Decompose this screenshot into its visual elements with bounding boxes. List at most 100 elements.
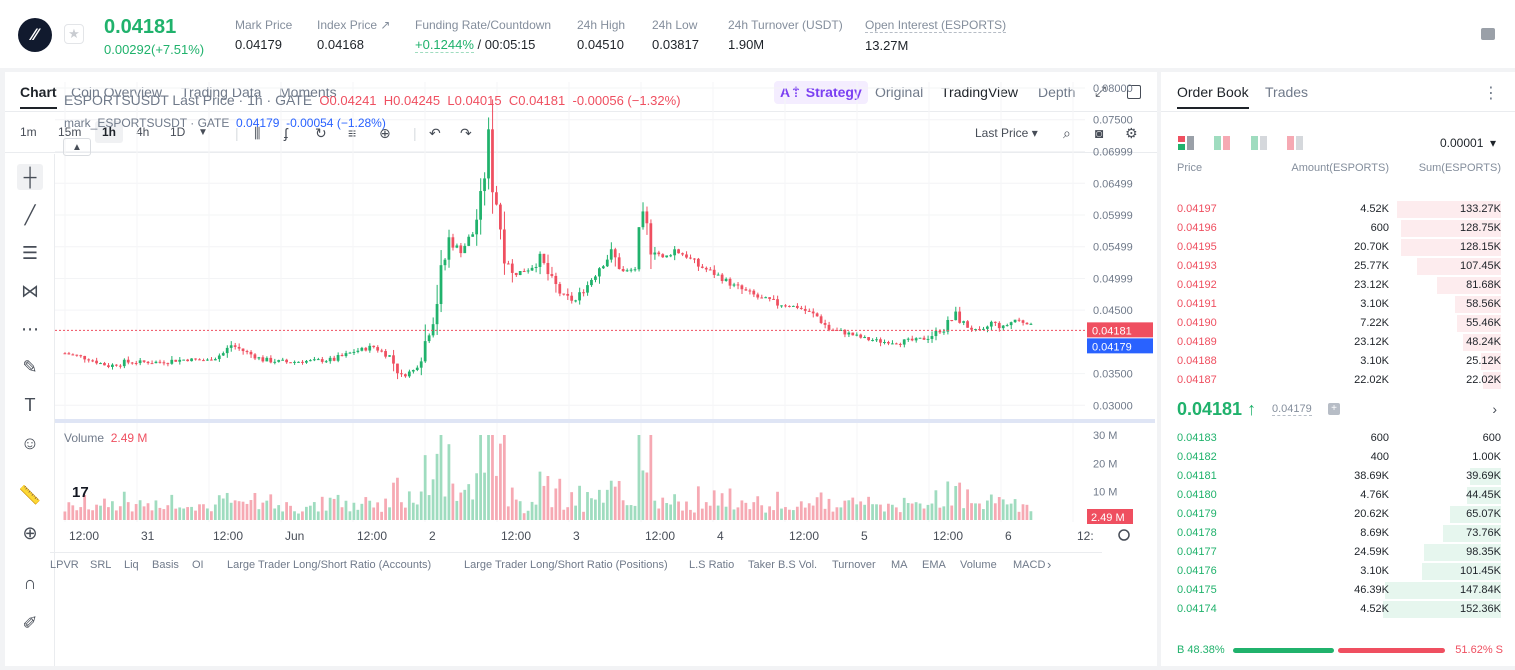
tab-trades[interactable]: Trades bbox=[1265, 84, 1309, 100]
indicator-tab[interactable]: Basis bbox=[152, 559, 179, 571]
more-icon[interactable]: ⋮ bbox=[1483, 85, 1499, 102]
chevron-right-icon[interactable]: › bbox=[1492, 401, 1497, 417]
redo-icon[interactable]: ↷ bbox=[460, 125, 472, 141]
layout-bids-icon[interactable] bbox=[1251, 136, 1267, 150]
bid-row[interactable]: 0.04179 20.62K 65.07K bbox=[1161, 505, 1515, 524]
indicator-tab[interactable]: Turnover bbox=[832, 559, 876, 571]
indicator-tab[interactable]: SRL bbox=[90, 559, 112, 571]
indicator-tab[interactable]: Liq bbox=[124, 559, 139, 571]
bid-row[interactable]: 0.04174 4.52K 152.36K bbox=[1161, 600, 1515, 619]
favorite-star-icon[interactable]: ★ bbox=[64, 24, 84, 44]
bid-row[interactable]: 0.04181 38.69K 39.69K bbox=[1161, 467, 1515, 486]
indicator-tab[interactable]: OI bbox=[192, 559, 204, 571]
price-type-select[interactable]: Last Price ▾ bbox=[975, 126, 1038, 140]
candle bbox=[130, 362, 134, 364]
crosshair-icon[interactable]: ┼ bbox=[17, 164, 43, 190]
indicator-tab[interactable]: MACD bbox=[1013, 559, 1046, 571]
ask-row[interactable]: 0.04189 23.12K 48.24K bbox=[1161, 333, 1515, 352]
stat-label[interactable]: Index Price ↗ bbox=[317, 18, 391, 32]
candle bbox=[1009, 322, 1013, 326]
camera-icon[interactable]: ◙ bbox=[1095, 125, 1104, 141]
eraser-icon[interactable]: ✐ bbox=[22, 612, 38, 633]
ask-row[interactable]: 0.04190 7.22K 55.46K bbox=[1161, 314, 1515, 333]
buy-ratio: B 48.38% bbox=[1177, 644, 1225, 656]
bid-row[interactable]: 0.04178 8.69K 73.76K bbox=[1161, 524, 1515, 543]
timeframe-1d[interactable]: 1D bbox=[170, 125, 186, 139]
indicator-tab[interactable]: Taker B.S Vol. bbox=[748, 559, 818, 571]
search-icon[interactable]: ⌕ bbox=[1063, 125, 1071, 141]
volume-bar bbox=[162, 509, 166, 520]
horizontal-lines-icon[interactable]: ☰ bbox=[21, 242, 39, 263]
layout-both-icon[interactable] bbox=[1178, 136, 1194, 150]
indicators-icon[interactable]: ʄ bbox=[284, 125, 288, 141]
precision-select[interactable]: 0.00001 ▾ bbox=[1440, 136, 1497, 150]
ask-row[interactable]: 0.04187 22.02K 22.02K bbox=[1161, 371, 1515, 390]
order-book-panel: Order Book Trades ⋮ 0.00001 ▾ Price Amou… bbox=[1161, 72, 1515, 666]
timeframe-1h[interactable]: 1h bbox=[95, 121, 124, 143]
layout-asks-icon[interactable] bbox=[1287, 136, 1303, 150]
bid-row[interactable]: 0.04180 4.76K 44.45K bbox=[1161, 486, 1515, 505]
bid-row[interactable]: 0.04182 400 1.00K bbox=[1161, 448, 1515, 467]
bid-row[interactable]: 0.04175 46.39K 147.84K bbox=[1161, 581, 1515, 600]
fib-icon[interactable]: ⋯ bbox=[21, 318, 39, 339]
undo-icon[interactable]: ↶ bbox=[429, 125, 441, 141]
ask-row[interactable]: 0.04195 20.70K 128.15K bbox=[1161, 238, 1515, 257]
collapse-legend-button[interactable]: ▲ bbox=[63, 138, 91, 156]
candle bbox=[609, 249, 613, 260]
timeframe-1m[interactable]: 1m bbox=[20, 125, 37, 139]
book-icon[interactable] bbox=[1481, 28, 1495, 40]
indicator-tab[interactable]: Volume bbox=[960, 559, 997, 571]
volume-bar bbox=[938, 507, 942, 520]
bid-row[interactable]: 0.04176 3.10K 101.45K bbox=[1161, 562, 1515, 581]
volume-bar bbox=[384, 498, 387, 520]
trendline-icon[interactable]: ╱ bbox=[24, 204, 36, 225]
ask-row[interactable]: 0.04197 4.52K 133.27K bbox=[1161, 200, 1515, 219]
brush-icon[interactable]: ✎ bbox=[22, 356, 38, 377]
window-icon[interactable] bbox=[1127, 85, 1141, 99]
stat-index-price[interactable]: Index Price ↗ 0.04168 bbox=[317, 18, 390, 52]
ask-row[interactable]: 0.04193 25.77K 107.45K bbox=[1161, 257, 1515, 276]
bid-row[interactable]: 0.04183 600 600 bbox=[1161, 429, 1515, 448]
volume-bar bbox=[685, 501, 688, 520]
indicator-tab[interactable]: L.S Ratio bbox=[689, 559, 735, 571]
candle bbox=[791, 305, 795, 307]
indicator-tab[interactable]: LPVR bbox=[50, 559, 79, 571]
candle bbox=[641, 211, 645, 228]
emoji-icon[interactable]: ☺ bbox=[20, 432, 40, 453]
ask-row[interactable]: 0.04188 3.10K 25.12K bbox=[1161, 352, 1515, 371]
ruler-icon[interactable]: 📏 bbox=[18, 484, 42, 505]
chevron-right-icon[interactable]: › bbox=[1047, 557, 1052, 572]
candle bbox=[360, 347, 364, 351]
candle bbox=[328, 357, 332, 362]
funding-rate-value[interactable]: +0.1244% bbox=[415, 37, 474, 53]
refresh-icon[interactable]: ↻ bbox=[315, 125, 327, 141]
magnet-icon[interactable]: ∩ bbox=[23, 572, 37, 593]
indicator-tab[interactable]: Large Trader Long/Short Ratio (Positions… bbox=[464, 559, 668, 571]
bid-row[interactable]: 0.04177 24.59K 98.35K bbox=[1161, 543, 1515, 562]
gear-icon[interactable]: ⚙ bbox=[1125, 125, 1138, 141]
template-icon[interactable]: ≡ bbox=[348, 125, 357, 141]
chevron-down-icon[interactable]: ▼ bbox=[198, 127, 208, 138]
ask-row[interactable]: 0.04191 3.10K 58.56K bbox=[1161, 295, 1515, 314]
tab-order-book[interactable]: Order Book bbox=[1177, 84, 1249, 109]
timeframe-15m[interactable]: 15m bbox=[58, 125, 82, 139]
zoom-in-icon[interactable]: ⊕ bbox=[22, 522, 38, 543]
ask-row[interactable]: 0.04192 23.12K 81.68K bbox=[1161, 276, 1515, 295]
plus-icon[interactable]: + bbox=[1328, 403, 1340, 415]
text-icon[interactable]: T bbox=[24, 394, 36, 415]
layout-mixed-icon[interactable] bbox=[1214, 136, 1230, 150]
ask-row[interactable]: 0.04196 600 128.75K bbox=[1161, 219, 1515, 238]
add-indicator-icon[interactable]: ⊕ bbox=[379, 125, 391, 141]
indicator-tab[interactable]: Large Trader Long/Short Ratio (Accounts) bbox=[227, 559, 432, 571]
tab-chart[interactable]: Chart bbox=[20, 84, 57, 109]
pattern-icon[interactable]: ⋈ bbox=[21, 280, 39, 301]
timeframe-4h[interactable]: 4h bbox=[136, 125, 150, 139]
chart-settings-icon[interactable] bbox=[1118, 529, 1130, 541]
indicator-tab[interactable]: MA bbox=[891, 559, 908, 571]
volume-bar bbox=[590, 498, 593, 520]
fullscreen-icon[interactable]: ⤢ bbox=[1095, 83, 1107, 99]
price-chart[interactable]: 0.08000 0.07500 0.06999 0.06499 0.05999 0.054… bbox=[55, 82, 1155, 552]
indicator-tab[interactable]: EMA bbox=[922, 559, 946, 571]
candle-type-icon[interactable]: ⫼ bbox=[254, 125, 261, 141]
candle bbox=[930, 336, 934, 339]
